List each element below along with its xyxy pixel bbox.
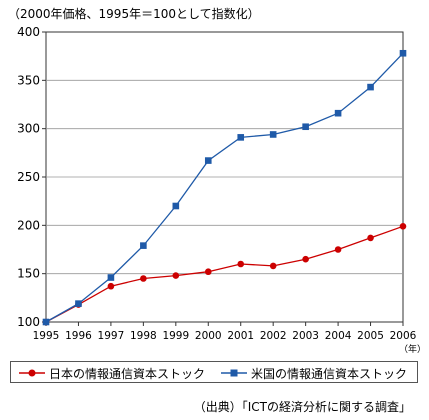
legend: 日本の情報通信資本ストック 米国の情報通信資本ストック [10,361,418,383]
x-tick-label-2002: 2002 [260,330,287,342]
data-point-1-1997 [107,274,115,281]
data-point-0-2003 [302,255,309,263]
x-tick-label-1999: 1999 [162,330,189,342]
source-note: （出典）「ICTの経済分析に関する調査」 [193,400,411,414]
data-point-0-2001 [237,260,245,268]
x-tick-label-1997: 1997 [98,330,125,342]
y-tick-label-200: 200 [17,218,40,232]
data-point-0-2000 [204,268,212,276]
x-tick-label-2005: 2005 [357,330,384,342]
x-tick-label-1996: 1996 [65,330,92,342]
data-point-1-2003 [302,123,309,131]
y-tick-label-250: 250 [17,170,40,184]
data-point-0-1997 [107,282,115,290]
data-point-1-2005 [367,83,374,91]
x-tick-label-2000: 2000 [195,330,222,342]
unit-note: （2000年価格、1995年＝100として指数化） [8,7,260,21]
line-chart: 100 150 200 250 300 350 400 1995 1996 1997 1998 199… [17,25,426,355]
x-tick-label-2003: 2003 [292,330,319,342]
y-tick-label-150: 150 [17,267,40,281]
x-tick-label-2004: 2004 [325,330,352,342]
data-point-0-1998 [140,275,147,282]
y-tick-label-350: 350 [17,73,40,87]
data-point-1-2006 [399,49,407,57]
data-point-0-2004 [334,246,342,253]
data-point-0-2002 [269,262,277,270]
legend-marker-japan [19,369,45,377]
data-point-1-2001 [237,134,245,141]
data-point-1-1995 [42,318,50,326]
data-point-0-2005 [367,234,374,242]
y-tick-label-400: 400 [17,25,40,39]
data-point-1-2004 [334,109,342,117]
x-tick-label-1995: 1995 [33,330,60,342]
data-point-0-2006 [399,223,407,230]
legend-label-us: 米国の情報通信資本ストック [251,367,408,381]
data-point-1-2002 [269,131,277,138]
legend-marker-us [221,369,247,377]
series-line-0 [45,225,404,323]
data-point-0-1999 [172,272,180,279]
y-tick-label-100: 100 [17,315,40,329]
data-point-1-1998 [140,242,147,249]
x-tick-label-2006: 2006 [390,330,417,342]
x-tick-label-1998: 1998 [130,330,157,342]
data-point-1-1996 [75,300,82,307]
data-point-1-2000 [204,157,212,164]
data-point-1-1999 [172,202,180,210]
series-line-1 [45,52,404,323]
x-tick-label-2001: 2001 [227,330,254,342]
y-tick-label-300: 300 [17,122,40,136]
legend-label-japan: 日本の情報通信資本ストック [49,367,206,381]
x-axis-unit: （年） [399,343,426,355]
